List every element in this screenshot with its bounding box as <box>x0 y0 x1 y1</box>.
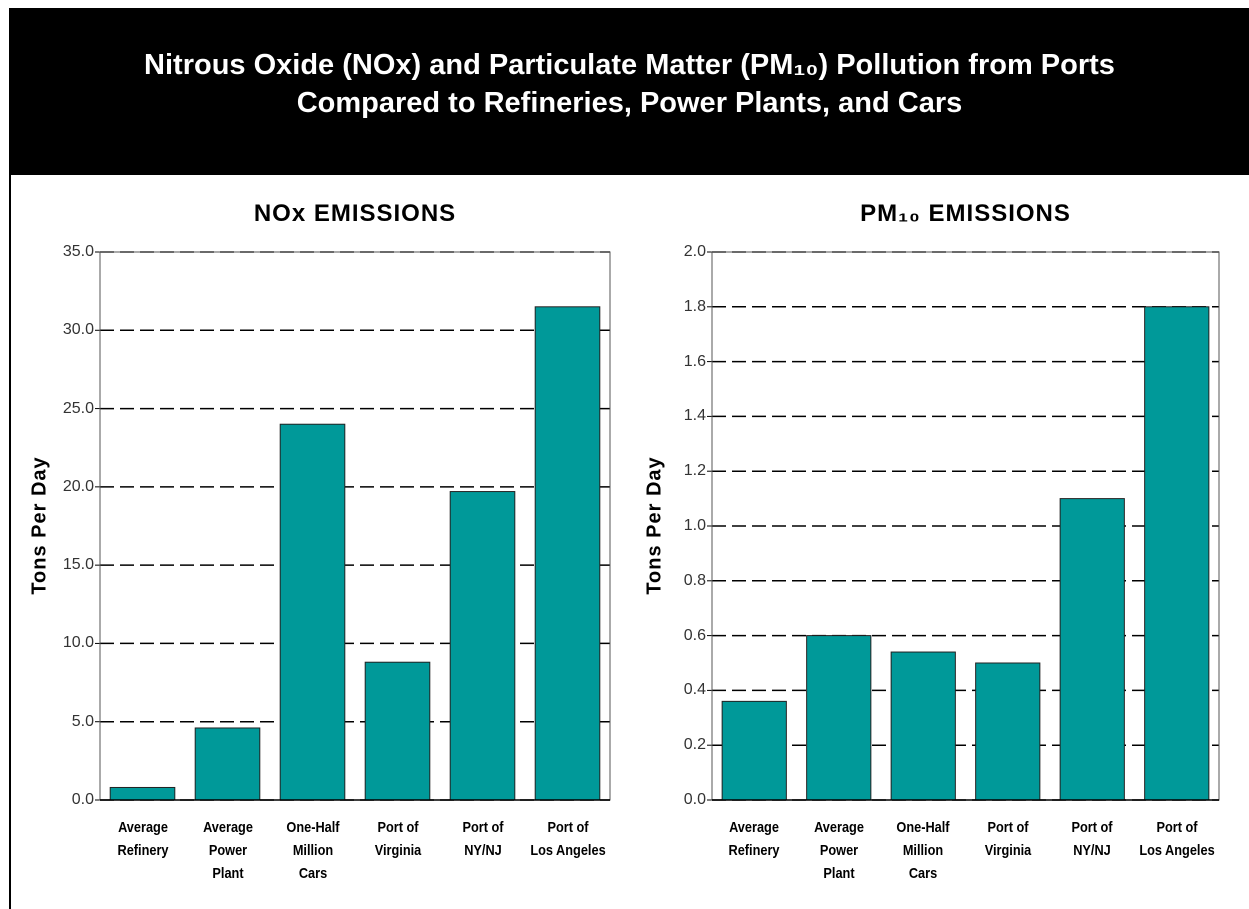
y-tick-label: 0.6 <box>683 626 706 644</box>
x-tick-label: Port of Virginia <box>374 819 421 859</box>
x-tick-label: Port of NY/NJ <box>1071 819 1113 859</box>
x-tick-label: One-Half Million Cars <box>896 819 950 882</box>
panel-title: NOx EMISSIONS <box>253 200 457 227</box>
bar <box>279 423 346 801</box>
bar <box>1144 306 1210 801</box>
x-tick-label: Port of Virginia <box>984 819 1032 859</box>
x-tick-label: One-Half Million Cars <box>285 819 340 882</box>
bar <box>364 661 431 801</box>
bar <box>1059 498 1125 801</box>
y-tick-label: 30.0 <box>62 321 94 339</box>
plot-frame <box>99 251 611 801</box>
y-tick-label: 0.0 <box>683 791 706 808</box>
bar <box>721 700 787 801</box>
bar <box>890 651 956 801</box>
x-tick-label: Average Power Plant <box>813 819 864 882</box>
bar <box>194 727 261 801</box>
y-tick-label: 1.0 <box>683 517 706 534</box>
y-tick-label: 2.0 <box>683 243 706 260</box>
y-tick-label: 0.4 <box>683 681 706 699</box>
y-tick-label: 35.0 <box>62 243 94 260</box>
page-title: Nitrous Oxide (NOx) and Particulate Matt… <box>144 49 1115 119</box>
y-tick-label: 1.2 <box>683 462 706 480</box>
y-tick-label: 25.0 <box>62 399 94 417</box>
bar <box>806 635 872 801</box>
bar <box>975 662 1041 801</box>
header-band <box>10 8 1249 175</box>
y-tick-label: 1.8 <box>683 297 706 315</box>
y-tick-label: 1.6 <box>683 352 706 370</box>
x-tick-label: Port of Los Angeles <box>529 819 606 859</box>
bar <box>449 491 516 801</box>
y-tick-label: 0.8 <box>683 571 706 589</box>
panel-title: PM₁₀ EMISSIONS <box>860 200 1071 227</box>
x-tick-label: Port of NY/NJ <box>461 819 504 859</box>
bar <box>109 786 176 801</box>
border-line <box>9 8 11 909</box>
y-axis-label: Tons Per Day <box>28 456 51 595</box>
x-tick-label: Average Refinery <box>116 819 169 859</box>
bar <box>534 306 601 801</box>
x-tick-label: Port of Los Angeles <box>1139 819 1215 859</box>
y-tick-label: 5.0 <box>71 712 94 730</box>
y-tick-label: 0.2 <box>683 736 706 754</box>
y-tick-label: 10.0 <box>62 634 94 652</box>
x-tick-label: Average Power Plant <box>202 819 253 882</box>
y-tick-label: 0.0 <box>71 791 94 808</box>
y-tick-label: 20.0 <box>62 477 94 495</box>
x-tick-label: Average Refinery <box>728 819 780 859</box>
y-tick-label: 15.0 <box>62 556 94 574</box>
y-tick-label: 1.4 <box>683 407 706 425</box>
